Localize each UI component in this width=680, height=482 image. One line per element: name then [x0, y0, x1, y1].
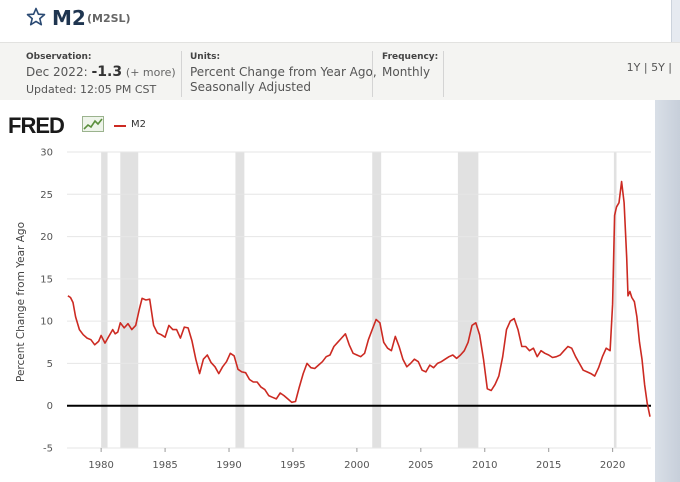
- recession-band: [613, 152, 617, 448]
- recession-band: [372, 152, 382, 448]
- recession-band: [457, 152, 479, 448]
- recession-band: [235, 152, 245, 448]
- updated-time: Updated: 12:05 PM CST: [26, 83, 157, 96]
- units-line1: Percent Change from Year Ago,: [190, 65, 377, 79]
- series-header: M2 (M2SL): [0, 0, 680, 42]
- side-shadow: [655, 100, 680, 482]
- meta-divider: [372, 51, 373, 97]
- frequency-block: Frequency: Monthly: [382, 52, 438, 80]
- star-outline-icon[interactable]: [26, 7, 46, 27]
- x-tick-label: 2010: [472, 460, 497, 471]
- x-tick-label: 1985: [152, 460, 177, 471]
- x-tick-label: 2000: [344, 460, 369, 471]
- observation-label: Observation:: [26, 52, 92, 62]
- x-tick-label: 1995: [280, 460, 305, 471]
- x-tick-label: 2020: [600, 460, 625, 471]
- x-tick-label: 2015: [536, 460, 561, 471]
- y-tick-label: 5: [47, 359, 53, 370]
- legend-series-label: M2: [131, 119, 146, 130]
- observation-value: -1.3: [91, 64, 123, 80]
- range-links[interactable]: 1Y | 5Y |: [626, 61, 672, 74]
- y-tick-label: 15: [40, 274, 53, 285]
- plot-background: [67, 152, 651, 448]
- y-tick-label: 30: [40, 148, 53, 159]
- y-tick-label: 0: [47, 401, 53, 412]
- series-title: M2: [52, 6, 86, 30]
- meta-bar: Observation: Dec 2022: -1.3 (+ more) Upd…: [0, 42, 680, 101]
- frequency-label: Frequency:: [382, 52, 439, 62]
- fred-logo[interactable]: FRED: [8, 113, 65, 138]
- line-graph-icon: [82, 116, 104, 132]
- observation-block: Observation: Dec 2022: -1.3 (+ more) Upd…: [26, 52, 176, 97]
- x-tick-label: 1980: [88, 460, 113, 471]
- frequency-value: Monthly: [382, 65, 431, 79]
- observation-date: Dec 2022:: [26, 65, 88, 79]
- y-tick-label: 10: [40, 317, 53, 328]
- y-tick-label: 25: [40, 190, 53, 201]
- units-line2: Seasonally Adjusted: [190, 80, 312, 94]
- meta-divider: [443, 51, 444, 97]
- y-tick-label: -5: [43, 444, 53, 455]
- y-tick-label: 20: [40, 232, 53, 243]
- units-block: Units: Percent Change from Year Ago, Sea…: [190, 52, 377, 95]
- series-line-m2: [67, 180, 651, 417]
- meta-divider: [181, 51, 182, 97]
- x-tick-label: 1990: [216, 460, 241, 471]
- y-axis-label: Percent Change from Year Ago: [15, 222, 27, 382]
- recession-band: [101, 152, 108, 448]
- series-id: (M2SL): [87, 12, 131, 25]
- x-tick-label: 2005: [408, 460, 433, 471]
- recession-band: [120, 152, 139, 448]
- observation-value-line: Dec 2022: -1.3 (+ more): [26, 65, 176, 80]
- observation-more-link[interactable]: (+ more): [125, 66, 176, 79]
- legend-swatch: [114, 125, 126, 127]
- units-label: Units:: [190, 52, 221, 62]
- window-edge: [671, 0, 680, 42]
